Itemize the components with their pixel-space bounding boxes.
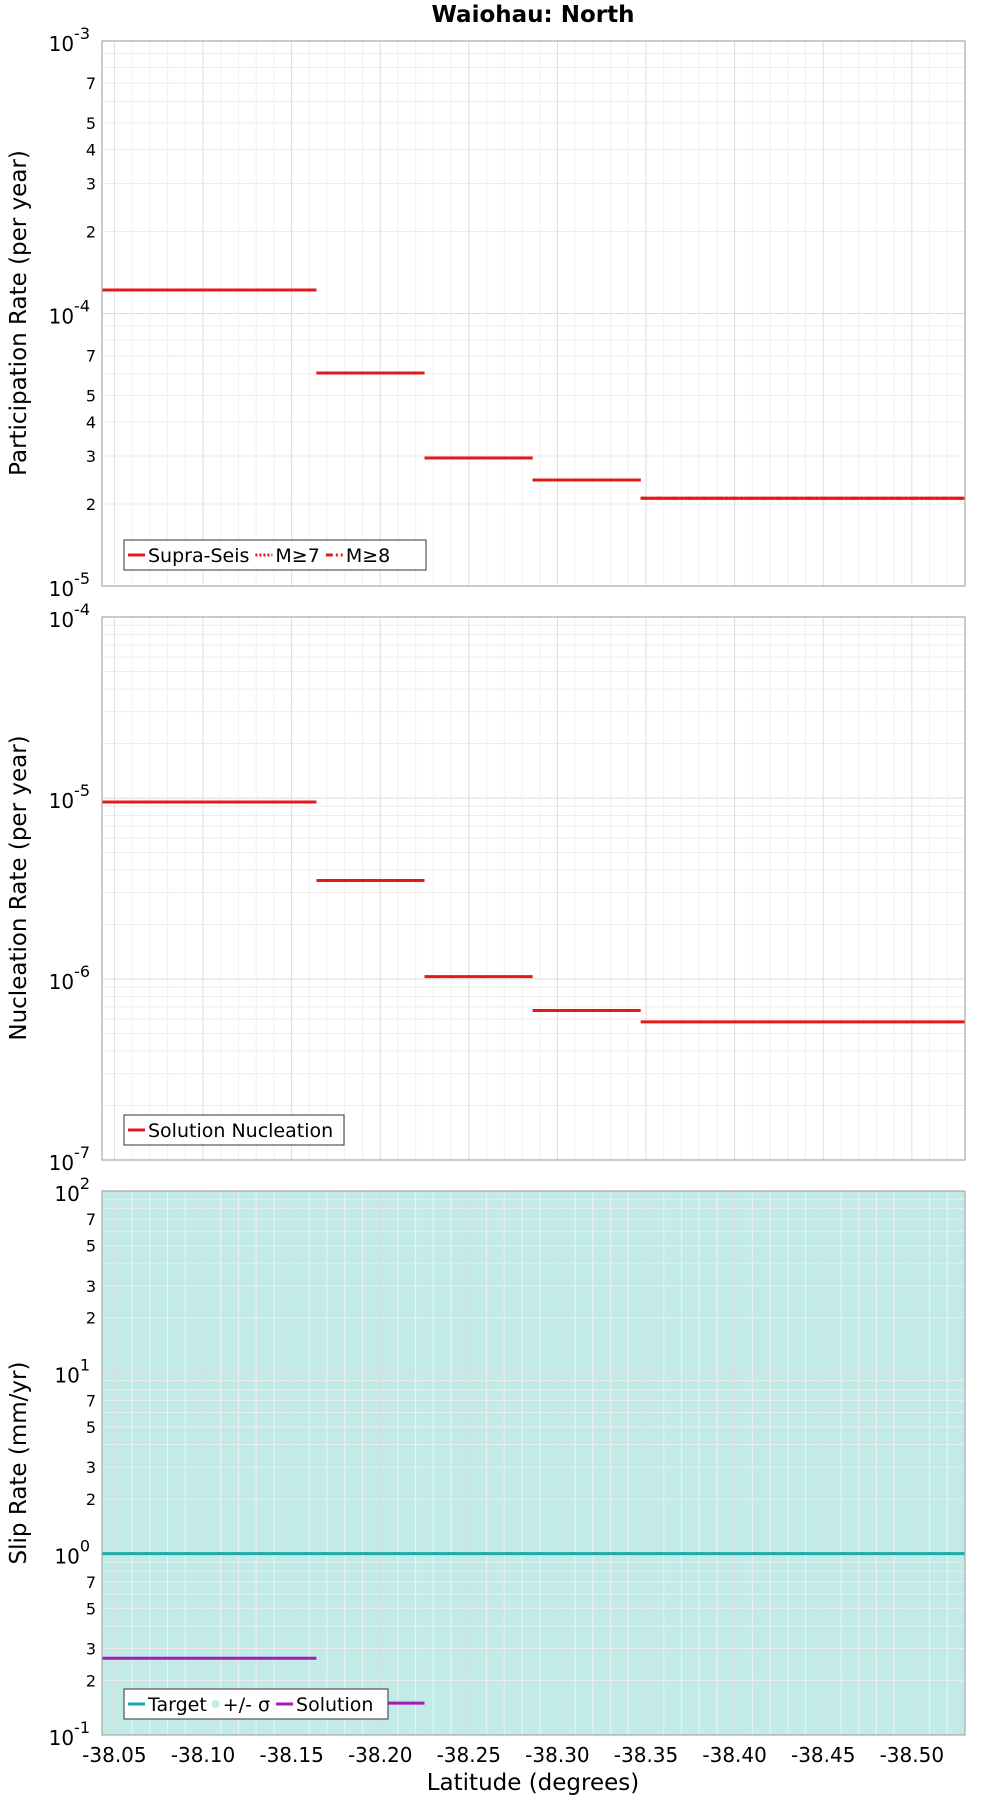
tick-exponent: -4 [74, 297, 90, 316]
nucleation-rate-panel: 10-710-610-510-4 Nucleation Rate (per ye… [6, 600, 966, 1175]
legend-entry-label: +/- σ [223, 1694, 270, 1716]
y-minor-tick-label: 7 [86, 347, 96, 366]
tick-exponent: -7 [74, 1143, 90, 1162]
tick-base: 10 [49, 577, 74, 601]
x-tick-label: -38.20 [348, 1743, 412, 1767]
plot-frame [101, 616, 966, 1161]
y-minor-tick-label: 3 [86, 447, 96, 466]
y-minor-tick-label: 4 [86, 413, 96, 432]
legend-box [123, 539, 427, 571]
legend-swatch [211, 1700, 220, 1708]
y-axis-label: Nucleation Rate (per year) [6, 735, 32, 1040]
figure-title: Waiohau: North [432, 2, 635, 28]
y-minor-tick-label: 5 [86, 1418, 96, 1437]
y-major-tick-label: 10-1 [49, 1718, 90, 1750]
y-minor-tick-label: 5 [86, 1237, 96, 1256]
y-minor-tick-label: 7 [86, 1391, 96, 1410]
tick-exponent: -5 [74, 781, 90, 800]
legend-entry-label: M≥8 [346, 545, 390, 567]
y-minor-tick-label: 2 [86, 1309, 96, 1328]
tick-exponent: 1 [80, 1355, 90, 1374]
y-major-tick-label: 10-4 [49, 297, 90, 329]
y-minor-tick-label: 3 [86, 1639, 96, 1658]
x-tick-label: -38.05 [82, 1743, 146, 1767]
y-major-tick-label: 10-4 [49, 600, 90, 632]
y-minor-tick-label: 3 [86, 174, 96, 193]
legend-entry-label: Solution [296, 1694, 373, 1716]
y-minor-tick-label: 3 [86, 1277, 96, 1296]
x-tick-label: -38.45 [791, 1743, 855, 1767]
sigma-band [102, 1191, 965, 1735]
x-tick-label: -38.50 [880, 1743, 944, 1767]
y-major-tick-label: 10-5 [49, 781, 90, 813]
y-minor-tick-label: 3 [86, 1458, 96, 1477]
tick-exponent: 2 [80, 1174, 90, 1193]
y-minor-tick-label: 2 [86, 495, 96, 514]
legend-entry-label: Solution Nucleation [148, 1120, 333, 1142]
tick-base: 10 [49, 789, 74, 813]
y-minor-tick-label: 2 [86, 222, 96, 241]
tick-base: 10 [49, 32, 74, 56]
tick-exponent: -6 [74, 962, 90, 981]
y-minor-tick-label: 4 [86, 140, 96, 159]
tick-exponent: -4 [74, 600, 90, 619]
legend: Solution Nucleation [123, 1114, 345, 1146]
tick-base: 10 [54, 1545, 79, 1569]
y-major-tick-label: 100 [54, 1537, 90, 1569]
y-major-tick-label: 10-7 [49, 1143, 90, 1175]
y-minor-tick-label: 5 [86, 1599, 96, 1618]
y-major-tick-label: 102 [54, 1174, 90, 1206]
y-minor-tick-label: 2 [86, 1671, 96, 1690]
x-tick-label: -38.30 [525, 1743, 589, 1767]
tick-exponent: -1 [74, 1718, 90, 1737]
legend-entry-label: M≥7 [275, 545, 319, 567]
tick-base: 10 [49, 305, 74, 329]
tick-exponent: 0 [80, 1537, 90, 1556]
y-major-tick-label: 10-5 [49, 569, 90, 601]
plot-frame [101, 1190, 966, 1736]
tick-base: 10 [49, 1151, 74, 1175]
legend: Supra-Seis M≥7 M≥8 [123, 539, 427, 571]
tick-base: 10 [54, 1363, 79, 1387]
x-axis: -38.05 -38.10 -38.15 -38.20 -38.25 -38.30 -38.… [82, 1743, 944, 1767]
tick-exponent: -3 [74, 24, 90, 43]
x-tick-label: -38.25 [437, 1743, 501, 1767]
legend-box [123, 1114, 345, 1146]
tick-base: 10 [49, 1726, 74, 1750]
y-minor-tick-label: 7 [86, 1573, 96, 1592]
y-major-tick-label: 10-3 [49, 24, 90, 56]
legend: Target +/- σ Solution [123, 1688, 389, 1720]
y-minor-tick-label: 7 [86, 74, 96, 93]
x-tick-label: -38.15 [259, 1743, 323, 1767]
y-axis-label: Slip Rate (mm/yr) [6, 1362, 32, 1565]
x-tick-label: -38.40 [702, 1743, 766, 1767]
y-minor-tick-label: 2 [86, 1490, 96, 1509]
plot-frame [101, 40, 966, 587]
y-minor-tick-label: 5 [86, 114, 96, 133]
y-axis-label: Participation Rate (per year) [6, 150, 32, 476]
tick-base: 10 [54, 1182, 79, 1206]
legend-entry-label: Target [147, 1694, 207, 1716]
tick-exponent: -5 [74, 569, 90, 588]
tick-base: 10 [49, 970, 74, 994]
y-major-tick-label: 10-6 [49, 962, 90, 994]
x-axis-label: Latitude (degrees) [427, 1770, 640, 1796]
y-minor-tick-label: 5 [86, 387, 96, 406]
x-tick-label: -38.35 [614, 1743, 678, 1767]
legend-box [123, 1688, 389, 1720]
legend-entry-label: Supra-Seis [148, 545, 249, 567]
x-tick-label: -38.10 [171, 1743, 235, 1767]
y-major-tick-label: 101 [54, 1355, 90, 1387]
tick-base: 10 [49, 608, 74, 632]
y-minor-tick-label: 7 [86, 1210, 96, 1229]
